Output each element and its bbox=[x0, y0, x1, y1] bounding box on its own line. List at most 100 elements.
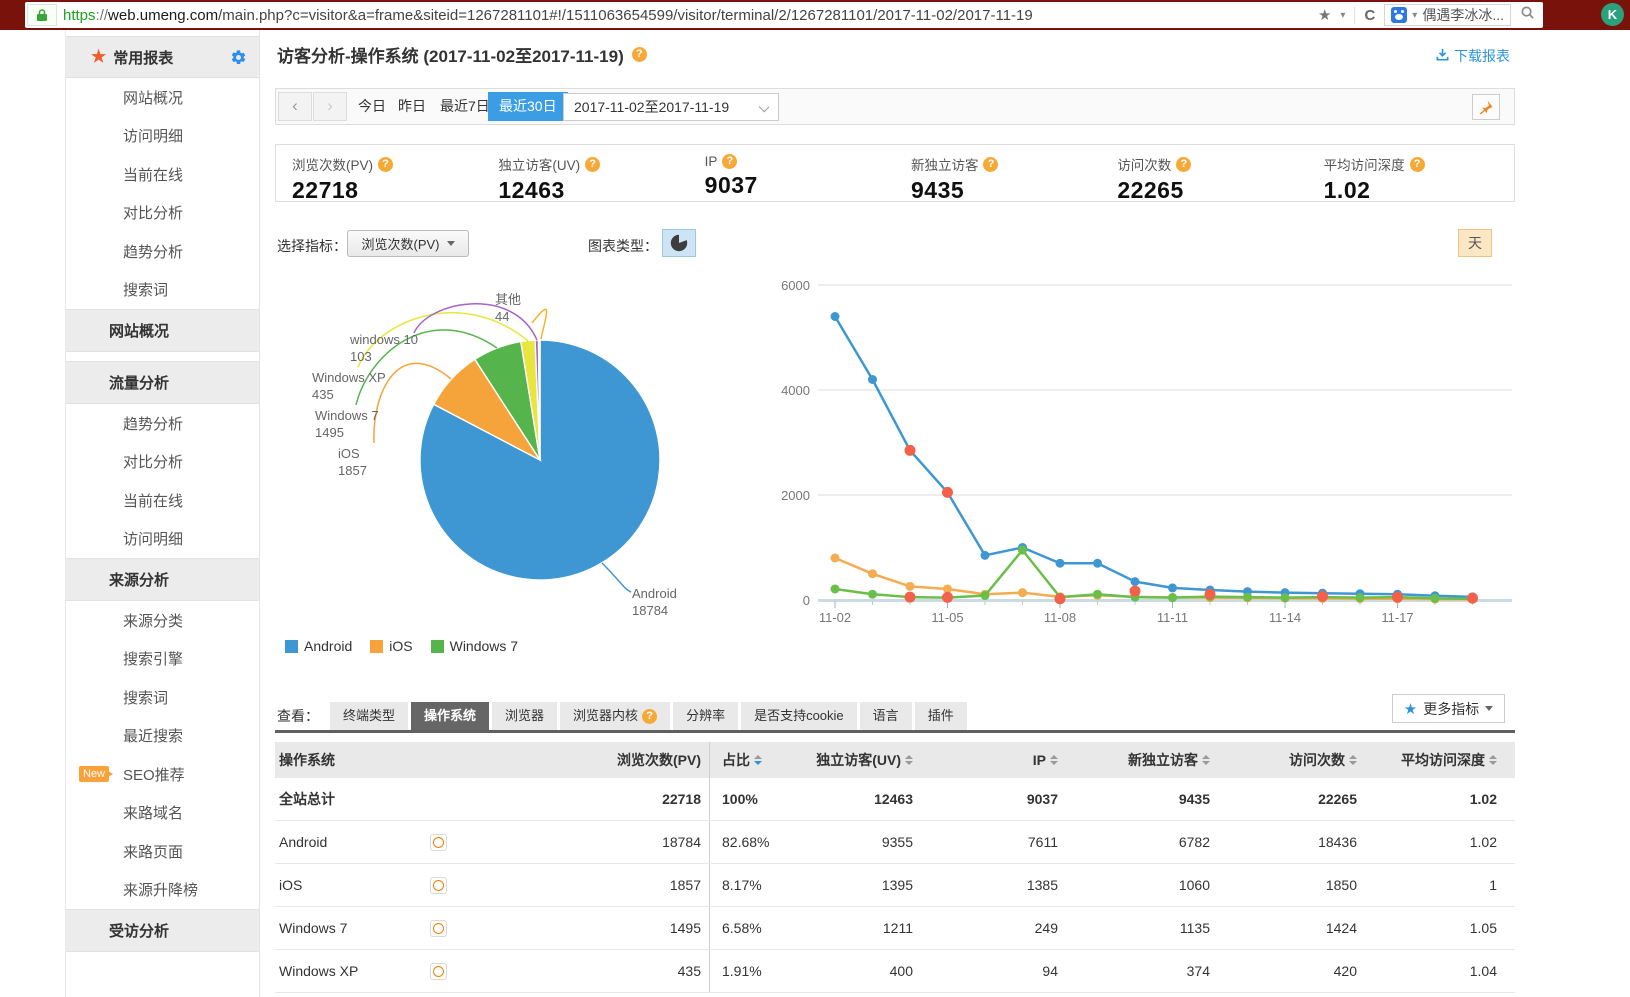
preset-last7days[interactable]: 最近7日 bbox=[440, 98, 490, 114]
sort-arrows-icon[interactable] bbox=[1489, 755, 1497, 765]
more-metrics-button[interactable]: ★ 更多指标 bbox=[1392, 694, 1505, 723]
sidebar-item-8[interactable]: 趋势分析 bbox=[66, 404, 259, 443]
legend-item-Android[interactable]: Android bbox=[285, 638, 352, 654]
sidebar-item-0[interactable]: 网站概况 bbox=[66, 78, 259, 117]
extension-badge-icon[interactable]: K bbox=[1601, 3, 1624, 26]
tab-浏览器内核[interactable]: 浏览器内核 bbox=[560, 702, 671, 730]
cell-6: 1 bbox=[1489, 877, 1497, 893]
red-data-point[interactable] bbox=[1317, 590, 1328, 602]
sidebar-item-1[interactable]: 访问明细 bbox=[66, 117, 259, 156]
help-icon[interactable] bbox=[631, 47, 647, 62]
sidebar-item-18[interactable]: 来路域名 bbox=[66, 794, 259, 833]
chart-type-pie-button[interactable] bbox=[662, 229, 696, 257]
legend-item-iOS[interactable]: iOS bbox=[370, 638, 413, 654]
red-data-point[interactable] bbox=[904, 591, 916, 603]
sort-arrows-icon[interactable] bbox=[754, 755, 762, 765]
sidebar-title-favorites[interactable]: ★ 常用报表 bbox=[66, 36, 259, 78]
tab-操作系统[interactable]: 操作系统 bbox=[411, 702, 490, 730]
red-data-point[interactable] bbox=[942, 486, 953, 498]
bookmark-star-icon[interactable]: ★ bbox=[1317, 7, 1332, 24]
search-engine-icon[interactable] bbox=[1391, 7, 1408, 23]
sidebar-item-5[interactable]: 搜索词 bbox=[66, 271, 259, 310]
red-data-point[interactable] bbox=[1204, 588, 1216, 600]
tab-是否支持cookie[interactable]: 是否支持cookie bbox=[741, 702, 857, 730]
trend-history-icon[interactable] bbox=[430, 876, 447, 894]
preset-last30days-active[interactable]: 最近30日 bbox=[488, 92, 568, 121]
help-icon[interactable] bbox=[983, 156, 999, 172]
metric-select[interactable]: 浏览次数(PV) bbox=[347, 230, 469, 257]
sidebar-item-19[interactable]: 来路页面 bbox=[66, 832, 259, 871]
col-header-2[interactable]: 占比 bbox=[710, 750, 790, 770]
line-series-Android[interactable] bbox=[833, 315, 1473, 599]
sidebar-item-14[interactable]: 搜索引擎 bbox=[66, 640, 259, 679]
help-icon[interactable] bbox=[642, 708, 658, 724]
sort-arrows-icon[interactable] bbox=[1349, 755, 1357, 765]
magnifier-icon[interactable] bbox=[1520, 5, 1535, 25]
bookmark-caret-icon[interactable]: ▾ bbox=[1340, 9, 1346, 21]
help-icon[interactable] bbox=[378, 156, 393, 172]
tabs-underline bbox=[275, 730, 1515, 733]
help-icon[interactable] bbox=[1176, 156, 1192, 172]
preset-today[interactable]: 今日 bbox=[358, 98, 386, 114]
sidebar-item-11[interactable]: 访问明细 bbox=[66, 520, 259, 559]
prev-period-button[interactable]: ‹ bbox=[278, 92, 312, 121]
sidebar-item-10[interactable]: 当前在线 bbox=[66, 481, 259, 520]
gear-icon[interactable] bbox=[230, 49, 247, 70]
col-header-6[interactable]: 访问次数 bbox=[1210, 750, 1357, 770]
col-header-3[interactable]: 独立访客(UV) bbox=[790, 750, 913, 770]
date-range-dropdown[interactable]: 2017-11-02至2017-11-19 bbox=[563, 93, 779, 121]
help-icon[interactable] bbox=[722, 154, 738, 169]
legend-item-Windows 7[interactable]: Windows 7 bbox=[430, 638, 518, 654]
red-data-point[interactable] bbox=[1392, 591, 1403, 603]
col-header-5[interactable]: 新独立访客 bbox=[1058, 750, 1210, 770]
period-day-button[interactable]: 天 bbox=[1458, 229, 1492, 257]
line-chart[interactable]: 0 2000 4000 6000 11-02 11-05 11-08 11-11 11-14 11… bbox=[760, 270, 1520, 645]
sidebar-item-15[interactable]: 搜索词 bbox=[66, 678, 259, 717]
address-bar[interactable]: https://web.umeng.com/main.php?c=visitor… bbox=[25, 2, 1543, 28]
trend-history-icon[interactable] bbox=[430, 962, 447, 980]
sidebar-section-6[interactable]: 网站概况 bbox=[66, 309, 259, 352]
refresh-icon[interactable]: C bbox=[1354, 6, 1375, 24]
tab-分辨率[interactable]: 分辨率 bbox=[673, 702, 739, 730]
sidebar-item-2[interactable]: 当前在线 bbox=[66, 155, 259, 194]
help-icon[interactable] bbox=[585, 156, 601, 172]
sidebar-item-4[interactable]: 趋势分析 bbox=[66, 232, 259, 271]
tab-插件[interactable]: 插件 bbox=[914, 702, 967, 730]
sidebar-item-16[interactable]: 最近搜索 bbox=[66, 717, 259, 756]
sidebar-section-7[interactable]: 流量分析 bbox=[66, 361, 259, 404]
tab-终端类型[interactable]: 终端类型 bbox=[330, 702, 409, 730]
tab-浏览器[interactable]: 浏览器 bbox=[492, 702, 558, 730]
sidebar-item-17[interactable]: New SEO推荐 bbox=[66, 755, 259, 794]
sidebar-item-20[interactable]: 来源升降榜 bbox=[66, 871, 259, 910]
trend-history-icon[interactable] bbox=[430, 919, 447, 937]
preset-yesterday[interactable]: 昨日 bbox=[398, 98, 426, 114]
tab-语言[interactable]: 语言 bbox=[859, 702, 912, 730]
col-header-4[interactable]: IP bbox=[913, 752, 1058, 768]
browser-search-text[interactable]: 偶遇李冰冰... bbox=[1422, 7, 1504, 23]
sort-arrows-icon[interactable] bbox=[905, 755, 913, 765]
download-report-link[interactable]: 下载报表 bbox=[1435, 46, 1510, 66]
sidebar-section-21[interactable]: 受访分析 bbox=[66, 909, 259, 952]
pie-slice-其他[interactable] bbox=[537, 339, 541, 461]
sidebar-item-3[interactable]: 对比分析 bbox=[66, 194, 259, 233]
help-icon[interactable] bbox=[1409, 156, 1425, 172]
red-data-point[interactable] bbox=[1467, 592, 1478, 604]
sort-arrows-icon[interactable] bbox=[1202, 755, 1210, 765]
pin-button[interactable] bbox=[1472, 94, 1500, 120]
next-period-button[interactable]: › bbox=[313, 92, 347, 121]
red-data-point[interactable] bbox=[1054, 593, 1066, 605]
red-data-point[interactable] bbox=[1129, 585, 1141, 597]
sort-arrows-icon[interactable] bbox=[1050, 755, 1058, 765]
sidebar-item-9[interactable]: 对比分析 bbox=[66, 443, 259, 482]
pie-chart[interactable] bbox=[280, 285, 700, 665]
red-data-point[interactable] bbox=[904, 444, 916, 456]
sidebar-section-12[interactable]: 来源分析 bbox=[66, 558, 259, 601]
line-series-Windows 7[interactable] bbox=[834, 548, 1473, 601]
trend-history-icon[interactable] bbox=[430, 833, 447, 851]
search-engine-caret-icon[interactable]: ▾ bbox=[1412, 9, 1418, 21]
padlock-icon[interactable] bbox=[27, 4, 57, 26]
sidebar-item-13[interactable]: 来源分类 bbox=[66, 601, 259, 640]
browser-search-box[interactable]: ▾ 偶遇李冰冰... bbox=[1384, 4, 1511, 26]
red-data-point[interactable] bbox=[942, 591, 953, 603]
col-header-7[interactable]: 平均访问深度 bbox=[1357, 750, 1515, 770]
